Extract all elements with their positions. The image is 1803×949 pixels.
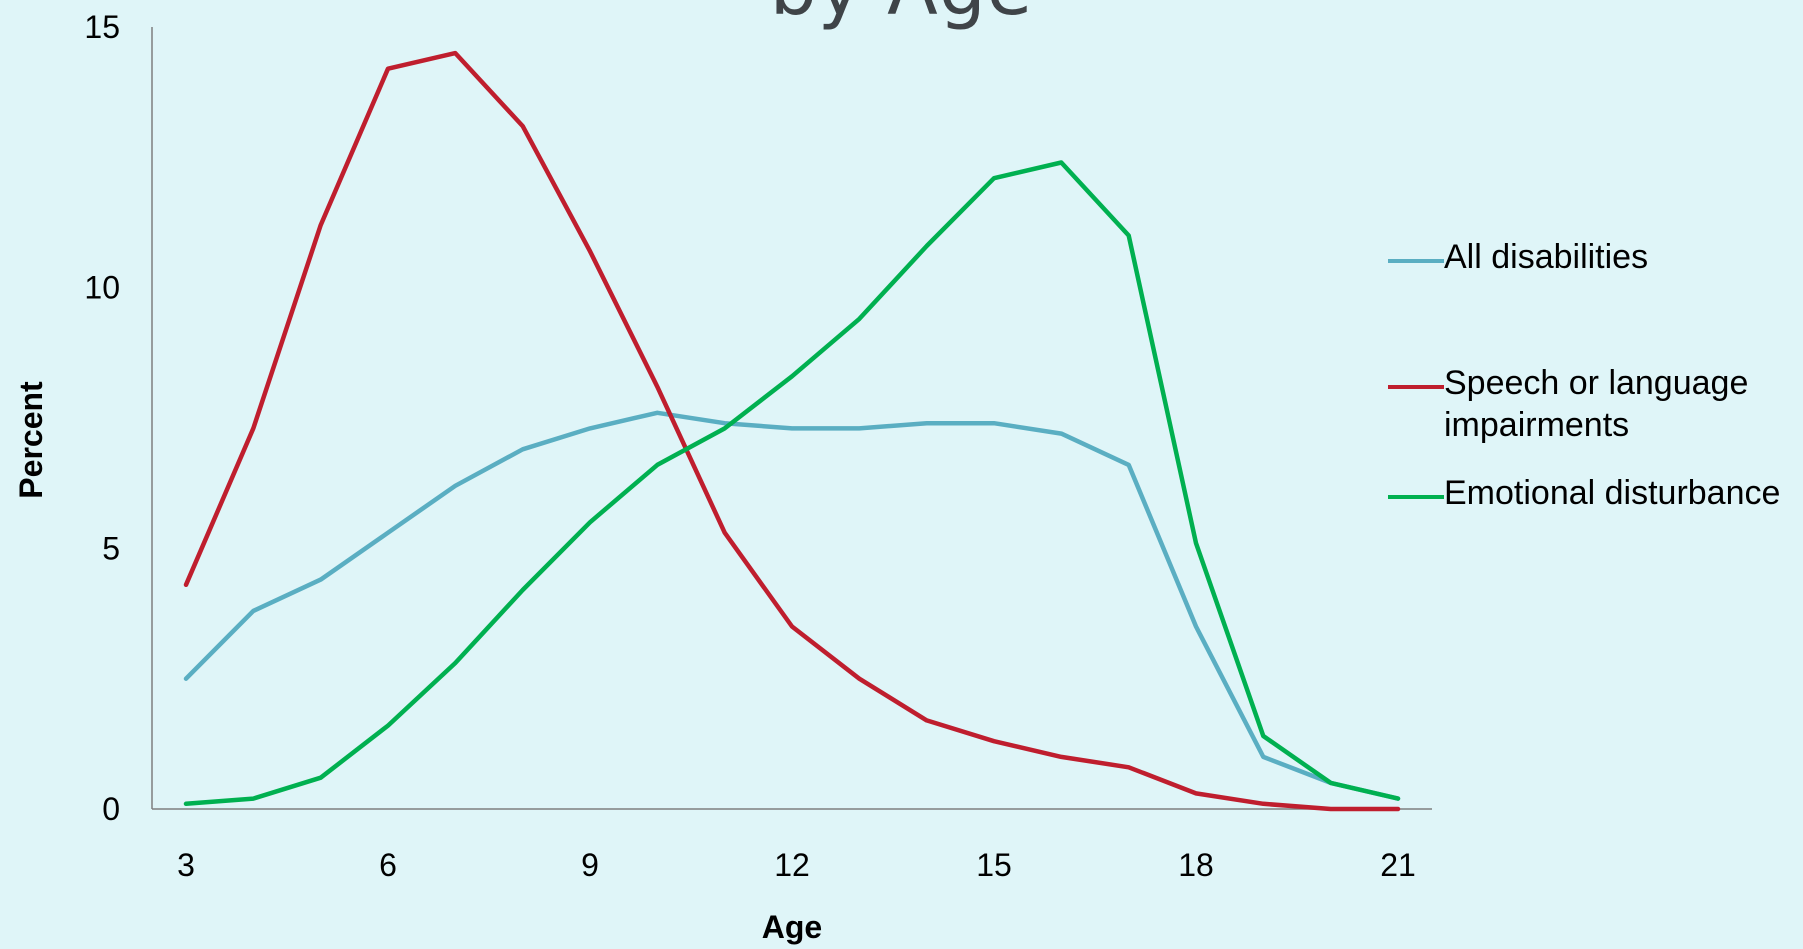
x-tick-label: 6 [379,847,397,883]
y-axis-title: Percent [13,381,49,499]
legend-swatch [1388,495,1444,499]
legend-label: Emotional disturbance [1444,474,1781,512]
legend-item-speech-or-language-impairments: Speech or language impairments [1388,362,1803,472]
x-tick-label: 3 [177,847,195,883]
x-axis-ticks: 3 6 9 12 15 18 21 [177,847,1416,883]
x-tick-label: 12 [774,847,810,883]
series-line-all-disabilities [183,410,1401,801]
legend-label: Speech or language impairments [1444,364,1749,444]
x-tick-label: 9 [581,847,599,883]
legend-swatch [1388,385,1444,389]
chart-title: by Age [0,0,1803,32]
y-tick-label: 15 [84,9,120,45]
x-tick-label: 18 [1178,847,1214,883]
x-tick-label: 21 [1380,847,1416,883]
legend-label: All disabilities [1444,238,1649,276]
legend-item-emotional-disturbance: Emotional disturbance [1388,472,1803,514]
chart-legend: All disabilities Speech or language impa… [1388,236,1803,514]
y-tick-label: 5 [102,530,120,566]
legend-swatch [1388,259,1444,263]
legend-item-all-disabilities: All disabilities [1388,236,1803,362]
series-lines [183,50,1401,812]
y-tick-label: 0 [102,791,120,827]
y-tick-label: 10 [84,270,120,306]
chart-axes [151,27,1432,810]
x-axis-title: Age [762,909,822,945]
x-tick-label: 15 [976,847,1012,883]
series-line-emotional-disturbance [183,160,1401,807]
y-axis-ticks: 0 5 10 15 [84,9,120,827]
series-line-speech-or-language-impairments [183,50,1401,812]
